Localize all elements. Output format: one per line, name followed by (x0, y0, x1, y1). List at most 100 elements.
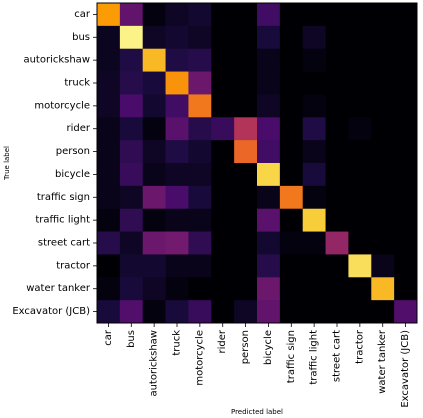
y-tick-label: autorickshaw (23, 55, 90, 66)
heatmap-cell (142, 254, 166, 278)
heatmap-cell (394, 71, 418, 95)
heatmap-cell (348, 208, 372, 232)
heatmap-cell (211, 277, 235, 301)
heatmap-cell (394, 140, 418, 164)
x-tick-label: truck (172, 330, 183, 356)
x-tick-label: Excavator (JCB) (400, 330, 411, 408)
heatmap-cell (165, 117, 189, 141)
heatmap-cell (371, 277, 395, 301)
heatmap-cell (394, 25, 418, 50)
heatmap-cell (371, 163, 395, 187)
heatmap-cell (257, 231, 281, 255)
heatmap-cell (348, 25, 372, 50)
heatmap-cell (211, 254, 235, 278)
heatmap-cell (97, 163, 121, 187)
y-tick-label: car (74, 9, 91, 20)
heatmap-cell (211, 48, 235, 72)
heatmap-cell (165, 231, 189, 255)
heatmap-cell (325, 140, 349, 164)
heatmap-cell (325, 3, 349, 27)
y-tick-label: Excavator (JCB) (12, 306, 90, 317)
heatmap-cell (394, 185, 418, 210)
heatmap-cell (257, 48, 281, 72)
heatmap-cell (142, 94, 166, 118)
plot-frame (96, 2, 418, 324)
heatmap-cell (348, 254, 372, 278)
heatmap-cell (97, 185, 121, 210)
heatmap-cell (97, 231, 121, 255)
heatmap-cell (234, 71, 258, 95)
heatmap-cell (279, 3, 304, 27)
heatmap-cell (142, 208, 166, 232)
heatmap-cell (371, 117, 395, 141)
heatmap-cell (211, 94, 235, 118)
heatmap-cell (165, 185, 189, 210)
heatmap-cell (97, 140, 121, 164)
heatmap-cell (279, 94, 304, 118)
heatmap-cell (325, 48, 349, 72)
heatmap-cell (234, 94, 258, 118)
y-tick-label: tractor (56, 260, 91, 271)
heatmap-cell (348, 277, 372, 301)
heatmap-cell (257, 277, 281, 301)
heatmap-cell (211, 25, 235, 50)
heatmap-cell (142, 231, 166, 255)
heatmap-cell (257, 254, 281, 278)
heatmap-cell (348, 94, 372, 118)
heatmap-cell (348, 71, 372, 95)
heatmap-cell (188, 300, 212, 324)
y-axis-title: True label (3, 146, 11, 181)
heatmap-cell (119, 48, 144, 72)
heatmap-cell (119, 231, 144, 255)
heatmap-cell (394, 117, 418, 141)
heatmap-cell (234, 117, 258, 141)
heatmap-cell (188, 277, 212, 301)
heatmap-cell (325, 117, 349, 141)
heatmap-cell (188, 117, 212, 141)
heatmap-cell (165, 163, 189, 187)
heatmap-cell (348, 185, 372, 210)
heatmap-cell (165, 140, 189, 164)
heatmap-cell (211, 300, 235, 324)
heatmap-cell (119, 185, 144, 210)
heatmap-cell (257, 208, 281, 232)
heatmap-cell (279, 231, 304, 255)
heatmap-cell (97, 254, 121, 278)
heatmap-cell (325, 94, 349, 118)
heatmap-cell (119, 208, 144, 232)
x-tick-label: traffic light (309, 330, 320, 385)
heatmap-cell (142, 185, 166, 210)
heatmap-cell (234, 254, 258, 278)
heatmap-cell (257, 117, 281, 141)
heatmap-cell (348, 163, 372, 187)
heatmap-cell (142, 140, 166, 164)
x-tick-label: autorickshaw (149, 330, 160, 397)
heatmap-cell (302, 3, 326, 27)
heatmap-cell (188, 71, 212, 95)
heatmap-cell (257, 185, 281, 210)
heatmap-cell (188, 231, 212, 255)
y-tick-label: bus (72, 32, 90, 43)
heatmap-cell (325, 163, 349, 187)
heatmap-cell (257, 94, 281, 118)
heatmap-cell (188, 140, 212, 164)
heatmap-cell (302, 94, 326, 118)
heatmap-cell (97, 208, 121, 232)
heatmap-cell (279, 25, 304, 50)
heatmap-cell (394, 208, 418, 232)
heatmap-cell (325, 208, 349, 232)
heatmap-cell (188, 163, 212, 187)
heatmap-cell (279, 300, 304, 324)
heatmap-cell (165, 254, 189, 278)
heatmap-cell (279, 277, 304, 301)
heatmap-cell (325, 231, 349, 255)
heatmap-cell (279, 163, 304, 187)
heatmap-cell (188, 48, 212, 72)
heatmap-cell (142, 25, 166, 50)
y-tick-label: traffic light (35, 215, 90, 226)
heatmap-cell (188, 185, 212, 210)
x-tick-label: bus (126, 330, 137, 348)
heatmap-cell (119, 300, 144, 324)
heatmap-cell (97, 3, 121, 27)
